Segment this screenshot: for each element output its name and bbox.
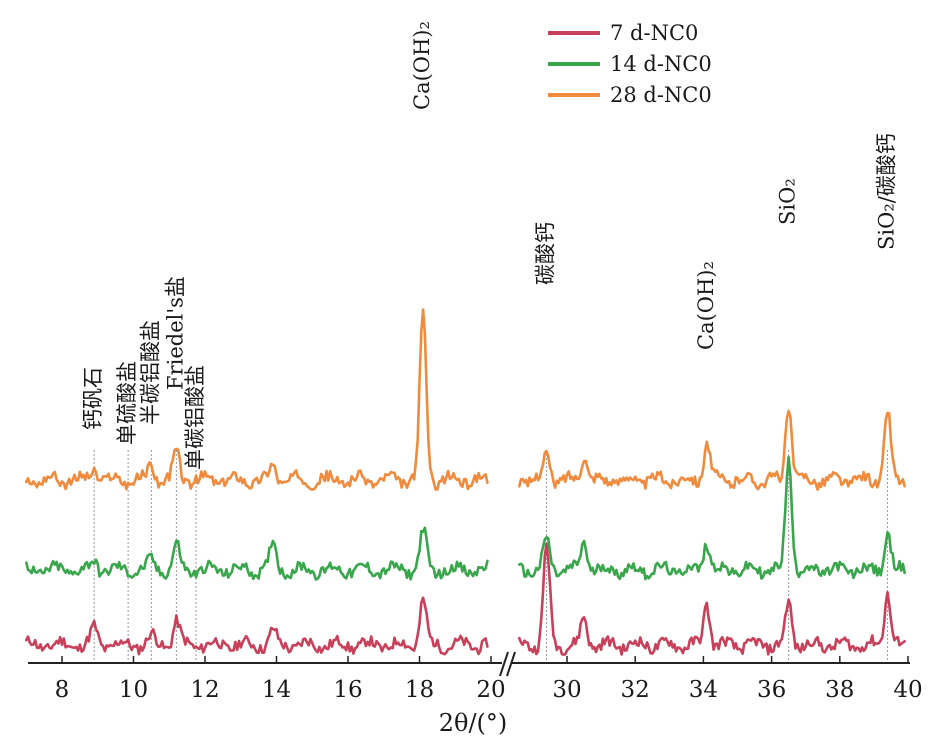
x-tick-label: 12: [190, 677, 219, 703]
peak-annotation: 钙矾石: [81, 367, 105, 430]
peak-annotation: SiO₂/碳酸钙: [875, 133, 899, 250]
peak-annotation: Ca(OH)₂: [694, 261, 718, 350]
x-ticks: 8 10 12 14 16 18 20 30 32 34 36 38 40: [55, 656, 923, 703]
x-tick-label: 30: [552, 677, 581, 703]
x-tick-label: 36: [757, 677, 786, 703]
axis-break-mark: [499, 651, 509, 677]
x-tick-label: 32: [621, 677, 650, 703]
series-line-right: [517, 455, 906, 581]
series-line-left: [24, 596, 489, 656]
peak-annotation: Friedel's盐: [163, 276, 187, 390]
x-tick-label: 40: [893, 677, 922, 703]
series-group: [24, 308, 906, 656]
x-tick-label: 16: [333, 677, 362, 703]
series-line-right: [517, 542, 906, 656]
peak-annotation: 碳酸钙: [534, 222, 558, 285]
legend-label: 14 d-NC0: [610, 52, 712, 76]
x-axis: 8 10 12 14 16 18 20 30 32 34 36 38 40: [28, 651, 923, 703]
x-tick-label: 18: [405, 677, 434, 703]
x-tick-label: 14: [262, 677, 291, 703]
legend: 7 d-NC0 14 d-NC0 28 d-NC0: [548, 21, 712, 107]
x-tick-label: 34: [689, 677, 718, 703]
peak-annotation: 半碳铝酸盐: [138, 320, 162, 425]
series-line-left: [24, 308, 489, 491]
x-axis-title: 2θ/(°): [439, 709, 508, 737]
peak-annotation: 单硫酸盐: [115, 361, 139, 445]
series-line-left: [24, 526, 489, 581]
peak-annotation: 单碳铝酸盐: [183, 365, 207, 470]
x-tick-label: 10: [119, 677, 148, 703]
peak-annotation: SiO₂: [776, 178, 800, 225]
legend-label: 28 d-NC0: [610, 83, 712, 107]
legend-label: 7 d-NC0: [610, 21, 698, 45]
x-tick-label: 8: [55, 677, 70, 703]
peak-annotation: Ca(OH)₂: [410, 21, 434, 110]
x-tick-label: 38: [825, 677, 854, 703]
x-tick-label: 20: [476, 677, 505, 703]
series-line-right: [517, 409, 906, 491]
axis-break-mark: [506, 651, 516, 677]
